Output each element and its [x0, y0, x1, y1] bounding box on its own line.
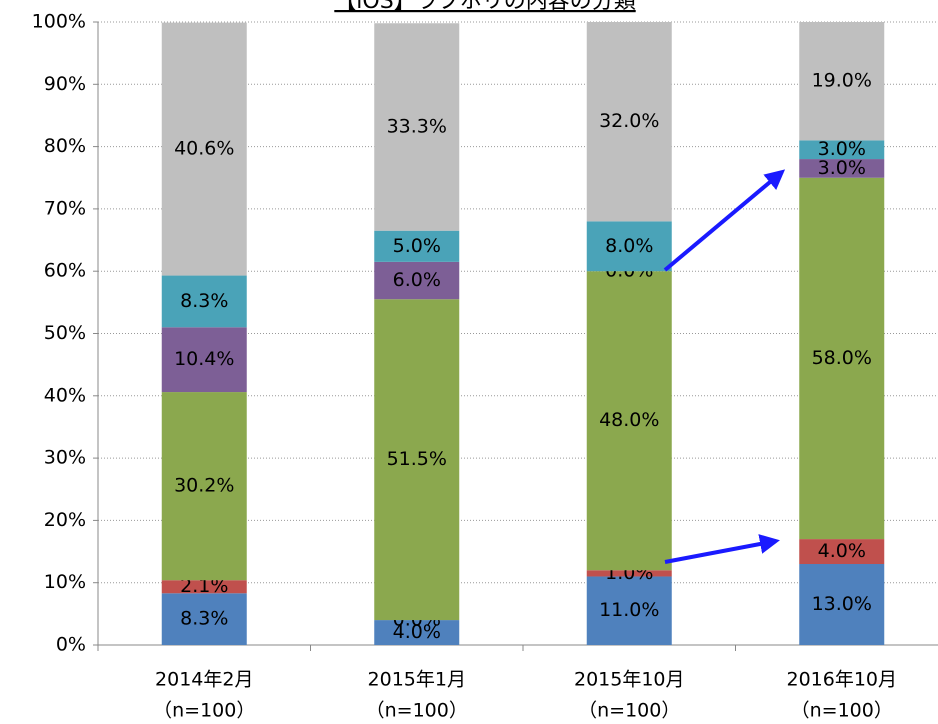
bar-segment	[799, 140, 885, 160]
data-label: 19.0%	[812, 70, 872, 92]
x-tick-label: 2016年10月	[786, 669, 897, 691]
data-label: 4.0%	[818, 540, 866, 562]
bar-segment	[161, 593, 247, 645]
arrow	[664, 534, 780, 564]
x-tick-note: （n=100）	[791, 700, 893, 722]
data-label: 13.0%	[812, 593, 872, 615]
data-label: 32.0%	[599, 110, 659, 132]
x-tick-note: （n=100）	[366, 700, 468, 722]
bar-segment	[161, 275, 247, 328]
data-label: 4.0%	[393, 621, 441, 643]
x-tick-note: （n=100）	[153, 700, 255, 722]
bar-segment	[799, 22, 885, 141]
x-tick-label: 2015年1月	[368, 669, 466, 691]
y-tick-label: 40%	[44, 384, 86, 406]
data-label: 5.0%	[393, 235, 441, 257]
bar-segment	[799, 564, 885, 645]
bar-segment	[161, 22, 247, 276]
data-label: 3.0%	[818, 157, 866, 179]
y-tick-label: 0%	[56, 634, 86, 656]
data-label: 11.0%	[599, 599, 659, 621]
data-label: 3.0%	[818, 138, 866, 160]
data-label: 8.0%	[605, 235, 653, 257]
bar-segment	[374, 299, 460, 621]
y-tick-label: 90%	[44, 73, 86, 95]
data-label: 2.1%	[180, 575, 228, 597]
y-tick-label: 10%	[44, 571, 86, 593]
bar-segment	[586, 576, 672, 645]
bar-segment	[586, 221, 672, 272]
bar-segment	[799, 159, 885, 178]
bar-segment	[374, 230, 460, 262]
bar-segment	[586, 22, 672, 222]
x-tick-label: 2015年10月	[574, 669, 685, 691]
y-tick-label: 80%	[44, 135, 86, 157]
chart-title: 【iOS】ラブホリの内容の分類	[334, 0, 635, 14]
data-label: 8.3%	[180, 290, 228, 312]
plot: 0% 10% 20% 30% 40% 50% 60% 70% 80% 90% 100% 8.3% 2.1…	[32, 11, 938, 722]
arrow	[663, 169, 786, 272]
x-tick-note: （n=100）	[578, 700, 680, 722]
y-tick-label: 60%	[44, 260, 86, 282]
bar-segment	[374, 620, 460, 645]
y-tick-label: 30%	[44, 447, 86, 469]
data-label: 8.3%	[180, 608, 228, 630]
y-tick-label: 20%	[44, 509, 86, 531]
bar-segment	[799, 539, 885, 565]
data-label: 10.4%	[174, 348, 234, 370]
bar-segment	[586, 570, 672, 577]
data-label: 33.3%	[387, 115, 447, 137]
y-tick-label: 100%	[32, 11, 86, 33]
bar-segment	[374, 23, 460, 231]
bar-segment	[161, 327, 247, 393]
bar-segment	[799, 177, 885, 540]
bar-segment	[374, 261, 460, 300]
bar-segment	[161, 580, 247, 594]
bar-segment	[586, 271, 672, 571]
data-label: 48.0%	[599, 409, 659, 431]
data-label: 40.6%	[174, 138, 234, 160]
data-label: 6.0%	[393, 269, 441, 291]
y-tick-label: 70%	[44, 197, 86, 219]
data-label: 51.5%	[387, 448, 447, 470]
y-tick-label: 50%	[44, 322, 86, 344]
data-label: 30.2%	[174, 475, 234, 497]
x-tick-label: 2014年2月	[155, 669, 253, 691]
data-label: 58.0%	[812, 347, 872, 369]
bar-segment	[161, 392, 247, 581]
